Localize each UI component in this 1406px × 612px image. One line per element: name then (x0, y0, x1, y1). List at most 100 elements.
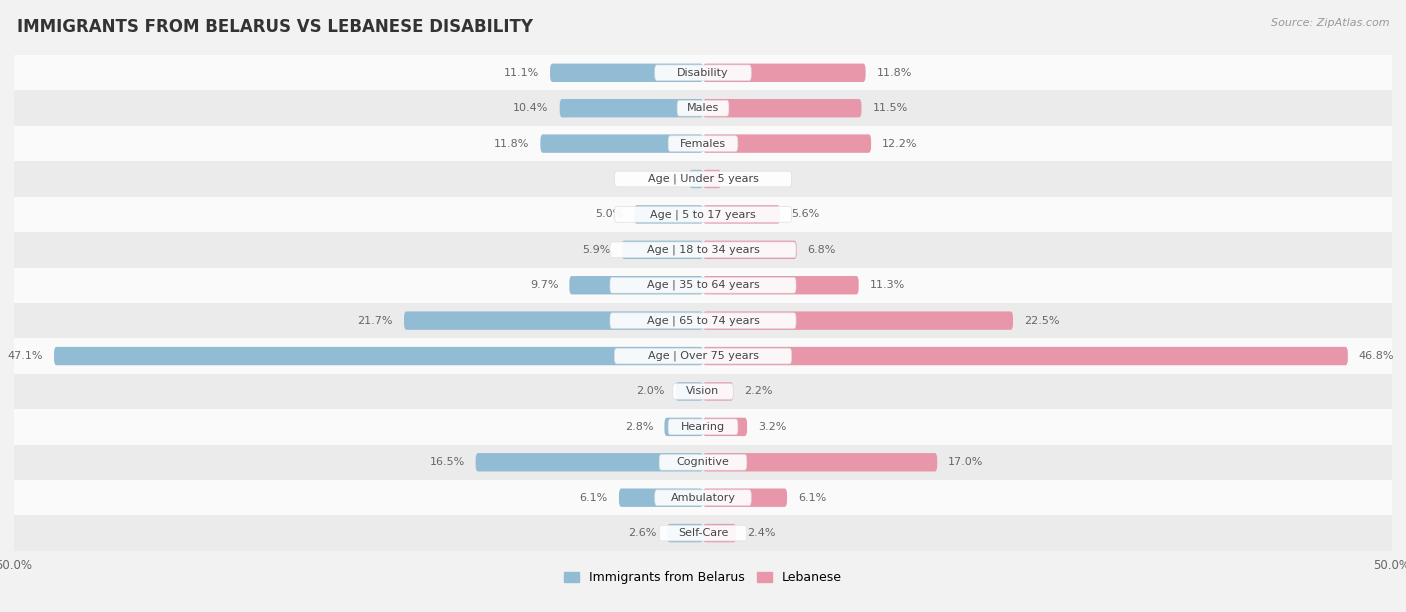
Bar (14, 126, 1392, 162)
Text: 21.7%: 21.7% (357, 316, 392, 326)
Bar (14, 515, 1392, 551)
Text: 10.4%: 10.4% (513, 103, 548, 113)
FancyBboxPatch shape (404, 312, 703, 330)
Bar (14, 162, 1392, 196)
FancyBboxPatch shape (540, 135, 703, 153)
Text: Age | 65 to 74 years: Age | 65 to 74 years (647, 315, 759, 326)
Text: 11.1%: 11.1% (503, 68, 538, 78)
Text: 6.1%: 6.1% (799, 493, 827, 502)
Text: 2.6%: 2.6% (627, 528, 657, 538)
FancyBboxPatch shape (689, 170, 703, 188)
Text: 11.3%: 11.3% (870, 280, 905, 290)
FancyBboxPatch shape (610, 277, 796, 293)
Text: 5.6%: 5.6% (792, 209, 820, 220)
FancyBboxPatch shape (614, 348, 792, 364)
Text: Cognitive: Cognitive (676, 457, 730, 468)
Bar (14, 196, 1392, 232)
Text: Hearing: Hearing (681, 422, 725, 432)
FancyBboxPatch shape (560, 99, 703, 118)
Text: 22.5%: 22.5% (1024, 316, 1060, 326)
FancyBboxPatch shape (703, 382, 734, 401)
Text: 47.1%: 47.1% (7, 351, 44, 361)
FancyBboxPatch shape (703, 312, 1012, 330)
Text: Vision: Vision (686, 386, 720, 397)
FancyBboxPatch shape (675, 382, 703, 401)
FancyBboxPatch shape (53, 347, 703, 365)
Text: IMMIGRANTS FROM BELARUS VS LEBANESE DISABILITY: IMMIGRANTS FROM BELARUS VS LEBANESE DISA… (17, 18, 533, 36)
FancyBboxPatch shape (672, 384, 734, 399)
Text: Disability: Disability (678, 68, 728, 78)
FancyBboxPatch shape (703, 276, 859, 294)
Text: 12.2%: 12.2% (882, 138, 918, 149)
FancyBboxPatch shape (703, 417, 747, 436)
Text: Age | 5 to 17 years: Age | 5 to 17 years (650, 209, 756, 220)
FancyBboxPatch shape (634, 205, 703, 223)
FancyBboxPatch shape (655, 490, 751, 506)
FancyBboxPatch shape (610, 313, 796, 329)
FancyBboxPatch shape (703, 99, 862, 118)
FancyBboxPatch shape (659, 525, 747, 541)
FancyBboxPatch shape (703, 347, 1348, 365)
FancyBboxPatch shape (668, 136, 738, 151)
Text: 46.8%: 46.8% (1358, 351, 1395, 361)
FancyBboxPatch shape (703, 170, 721, 188)
FancyBboxPatch shape (655, 65, 751, 81)
Bar (14, 374, 1392, 409)
Legend: Immigrants from Belarus, Lebanese: Immigrants from Belarus, Lebanese (558, 566, 848, 589)
Text: Age | Over 75 years: Age | Over 75 years (648, 351, 758, 361)
FancyBboxPatch shape (703, 453, 938, 471)
Text: 11.8%: 11.8% (494, 138, 530, 149)
FancyBboxPatch shape (703, 524, 737, 542)
Text: 2.0%: 2.0% (636, 386, 665, 397)
Text: Source: ZipAtlas.com: Source: ZipAtlas.com (1271, 18, 1389, 28)
Text: 2.4%: 2.4% (747, 528, 776, 538)
Bar (14, 91, 1392, 126)
Bar (14, 55, 1392, 91)
Text: 5.9%: 5.9% (582, 245, 610, 255)
Text: 1.3%: 1.3% (733, 174, 761, 184)
Bar (14, 232, 1392, 267)
Bar (14, 409, 1392, 444)
FancyBboxPatch shape (703, 488, 787, 507)
Text: Age | Under 5 years: Age | Under 5 years (648, 174, 758, 184)
FancyBboxPatch shape (550, 64, 703, 82)
Bar (14, 303, 1392, 338)
FancyBboxPatch shape (569, 276, 703, 294)
FancyBboxPatch shape (678, 100, 728, 116)
Bar (14, 338, 1392, 374)
Text: 1.0%: 1.0% (650, 174, 678, 184)
Text: 9.7%: 9.7% (530, 280, 558, 290)
Text: Age | 18 to 34 years: Age | 18 to 34 years (647, 245, 759, 255)
Text: Females: Females (681, 138, 725, 149)
Text: Males: Males (688, 103, 718, 113)
Text: Age | 35 to 64 years: Age | 35 to 64 years (647, 280, 759, 291)
FancyBboxPatch shape (668, 419, 738, 435)
Bar (14, 444, 1392, 480)
Text: 3.2%: 3.2% (758, 422, 786, 432)
FancyBboxPatch shape (619, 488, 703, 507)
FancyBboxPatch shape (614, 207, 792, 222)
Text: 11.8%: 11.8% (876, 68, 912, 78)
Text: Self-Care: Self-Care (678, 528, 728, 538)
FancyBboxPatch shape (659, 455, 747, 470)
FancyBboxPatch shape (703, 135, 872, 153)
Text: 2.8%: 2.8% (624, 422, 654, 432)
FancyBboxPatch shape (703, 205, 780, 223)
Text: 2.2%: 2.2% (744, 386, 773, 397)
FancyBboxPatch shape (621, 241, 703, 259)
Text: 6.1%: 6.1% (579, 493, 607, 502)
Bar (14, 480, 1392, 515)
FancyBboxPatch shape (475, 453, 703, 471)
FancyBboxPatch shape (610, 242, 796, 258)
FancyBboxPatch shape (703, 64, 866, 82)
Text: 17.0%: 17.0% (948, 457, 984, 468)
Text: Ambulatory: Ambulatory (671, 493, 735, 502)
Bar (14, 267, 1392, 303)
Text: 5.0%: 5.0% (595, 209, 623, 220)
Text: 6.8%: 6.8% (807, 245, 837, 255)
FancyBboxPatch shape (614, 171, 792, 187)
Text: 11.5%: 11.5% (873, 103, 908, 113)
FancyBboxPatch shape (668, 524, 703, 542)
FancyBboxPatch shape (703, 241, 797, 259)
FancyBboxPatch shape (665, 417, 703, 436)
